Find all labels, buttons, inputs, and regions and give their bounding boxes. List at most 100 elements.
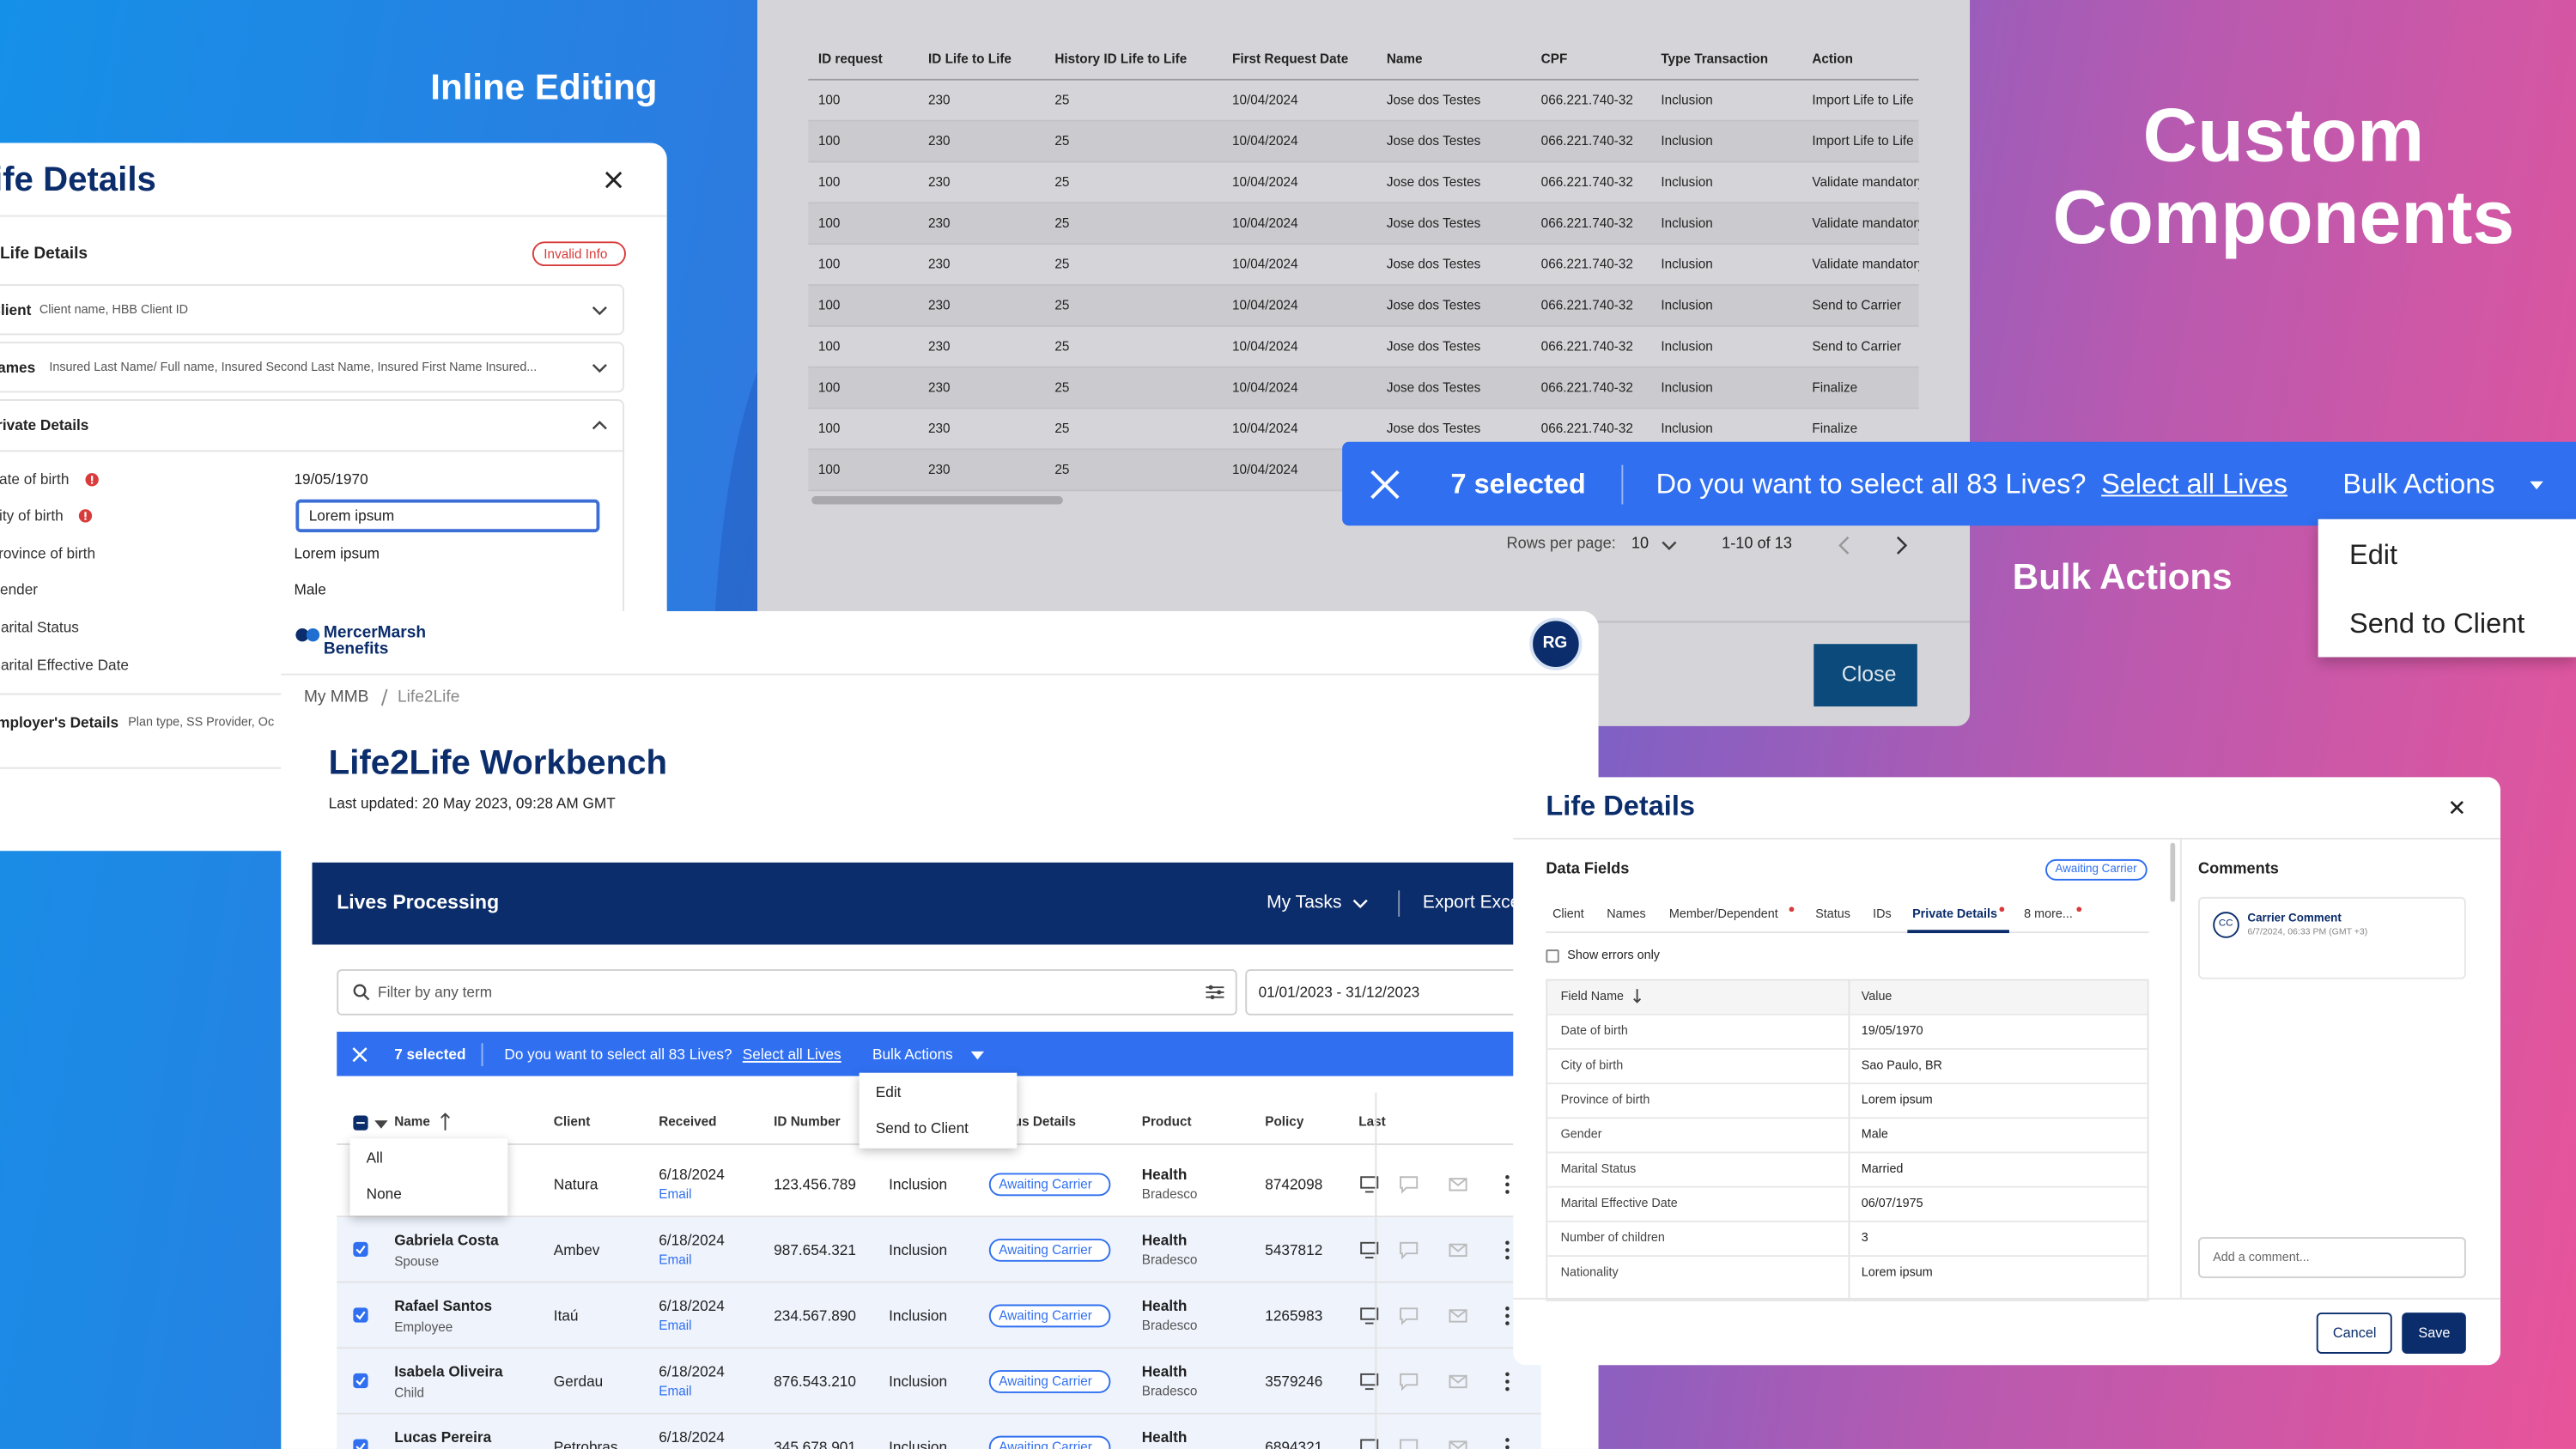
- comment-icon[interactable]: [1400, 1439, 1419, 1449]
- menu-item[interactable]: None: [366, 1185, 402, 1203]
- button-label[interactable]: Close: [1841, 661, 1897, 687]
- checkbox[interactable]: [1546, 949, 1559, 963]
- save-button[interactable]: [2402, 1313, 2466, 1354]
- cell: 100: [817, 92, 841, 108]
- tab[interactable]: Private Details: [1912, 906, 1998, 922]
- column-header[interactable]: Policy: [1265, 1114, 1304, 1130]
- view-icon[interactable]: [1360, 1439, 1379, 1449]
- input-value[interactable]: Lorem ipsum: [308, 507, 395, 524]
- close-button[interactable]: [1814, 644, 1917, 706]
- field-label: Marital Effective Date: [1560, 1194, 1678, 1210]
- column-header[interactable]: ID Number: [774, 1114, 841, 1130]
- menu-item[interactable]: Send to Client: [2349, 608, 2525, 640]
- tab[interactable]: Member/Dependent: [1668, 906, 1778, 922]
- mail-icon[interactable]: [1449, 1309, 1467, 1323]
- channel-link[interactable]: Email: [659, 1186, 692, 1202]
- more-icon[interactable]: [1505, 1240, 1510, 1260]
- column-header[interactable]: Name: [394, 1114, 430, 1130]
- cell: Validate mandatory: [1812, 257, 1925, 272]
- export-button[interactable]: Export Excel: [1422, 893, 1525, 913]
- table-row[interactable]: [337, 1414, 1541, 1449]
- more-icon[interactable]: [1505, 1438, 1510, 1449]
- view-icon[interactable]: [1360, 1373, 1379, 1391]
- filter-input[interactable]: [337, 969, 1237, 1016]
- comment-icon[interactable]: [1400, 1241, 1419, 1260]
- accordion[interactable]: [0, 342, 625, 393]
- rows-per-page[interactable]: 10: [1631, 535, 1649, 554]
- comment-icon[interactable]: [1400, 1176, 1419, 1194]
- accordion[interactable]: [0, 284, 625, 336]
- bulk-actions-button[interactable]: Bulk Actions: [2342, 468, 2495, 500]
- scrollbar: [2170, 842, 2176, 902]
- header-divider: [808, 78, 1919, 81]
- column-header[interactable]: Received: [659, 1114, 717, 1130]
- column-header[interactable]: Client: [553, 1114, 591, 1130]
- column-header[interactable]: Product: [1141, 1114, 1192, 1130]
- tab[interactable]: 8 more...: [2024, 906, 2073, 922]
- channel-link[interactable]: Email: [659, 1252, 692, 1268]
- comment-card: [2197, 896, 2466, 979]
- breadcrumb[interactable]: My MMB: [303, 688, 369, 707]
- row-checkbox[interactable]: [353, 1307, 368, 1323]
- column-header[interactable]: Last: [1358, 1114, 1386, 1130]
- select-all-link[interactable]: Select all Lives: [2101, 468, 2288, 500]
- table-row[interactable]: [337, 1349, 1541, 1415]
- cell: Health: [1141, 1363, 1188, 1380]
- field-label: City of birth: [1560, 1056, 1624, 1072]
- next-page[interactable]: [1896, 536, 1908, 555]
- view-icon[interactable]: [1360, 1176, 1379, 1193]
- select-all-link[interactable]: Select all Lives: [742, 1046, 841, 1063]
- mail-icon[interactable]: [1449, 1243, 1467, 1258]
- accordion-hint: Insured Last Name/ Full name, Insured Se…: [49, 359, 538, 374]
- column-header[interactable]: Field Name: [1560, 987, 1625, 1003]
- menu-item[interactable]: Edit: [875, 1083, 902, 1100]
- tasks-button[interactable]: My Tasks: [1267, 893, 1342, 913]
- tab[interactable]: IDs: [1873, 906, 1892, 922]
- table-row[interactable]: [337, 1282, 1541, 1349]
- more-icon[interactable]: [1505, 1306, 1510, 1325]
- channel-link[interactable]: Email: [659, 1318, 692, 1333]
- mail-icon[interactable]: [1449, 1178, 1467, 1191]
- comment-input[interactable]: [2197, 1237, 2466, 1278]
- table-row[interactable]: [337, 1217, 1541, 1283]
- more-icon[interactable]: [1505, 1174, 1510, 1194]
- mail-icon[interactable]: [1449, 1374, 1467, 1389]
- field-value: 19/05/1970: [1861, 1022, 1923, 1037]
- text-input[interactable]: [295, 499, 600, 533]
- cell: Inclusion: [889, 1175, 948, 1193]
- avatar-initials[interactable]: RG: [1542, 634, 1568, 653]
- avatar[interactable]: [1529, 617, 1583, 670]
- menu-item[interactable]: Edit: [2349, 539, 2398, 571]
- view-icon[interactable]: [1360, 1241, 1379, 1258]
- row-checkbox[interactable]: [353, 1439, 368, 1449]
- button-label[interactable]: Save: [2418, 1323, 2451, 1340]
- comment-icon[interactable]: [1400, 1307, 1419, 1325]
- more-icon[interactable]: [1505, 1372, 1510, 1391]
- tab[interactable]: Names: [1607, 906, 1646, 922]
- cancel-button[interactable]: [2316, 1313, 2392, 1354]
- close-icon[interactable]: [2450, 800, 2464, 815]
- channel-link[interactable]: Email: [659, 1384, 692, 1399]
- checkbox-label[interactable]: Show errors only: [1567, 947, 1660, 962]
- tab[interactable]: Status: [1815, 906, 1850, 922]
- bulk-actions-button[interactable]: Bulk Actions: [872, 1046, 953, 1063]
- tab[interactable]: Client: [1552, 906, 1584, 922]
- prev-page[interactable]: [1838, 536, 1850, 555]
- close-icon[interactable]: [605, 171, 623, 189]
- row-checkbox[interactable]: [353, 1373, 368, 1389]
- close-icon[interactable]: [1370, 470, 1400, 500]
- accordion-label: Private Details: [0, 416, 89, 433]
- button-label[interactable]: Cancel: [2332, 1323, 2377, 1340]
- comment-icon[interactable]: [1400, 1373, 1419, 1391]
- close-icon[interactable]: [351, 1046, 368, 1063]
- mail-icon[interactable]: [1449, 1440, 1467, 1449]
- menu-item[interactable]: All: [366, 1149, 383, 1167]
- view-icon[interactable]: [1360, 1307, 1379, 1325]
- table-row[interactable]: [337, 1151, 1541, 1218]
- menu-item[interactable]: Send to Client: [875, 1119, 969, 1137]
- cell: 100: [817, 298, 841, 313]
- cell: 25: [1054, 298, 1070, 313]
- filter-icon[interactable]: [1206, 984, 1224, 1000]
- row-checkbox[interactable]: [353, 1241, 368, 1258]
- cell: Inclusion: [1661, 421, 1713, 436]
